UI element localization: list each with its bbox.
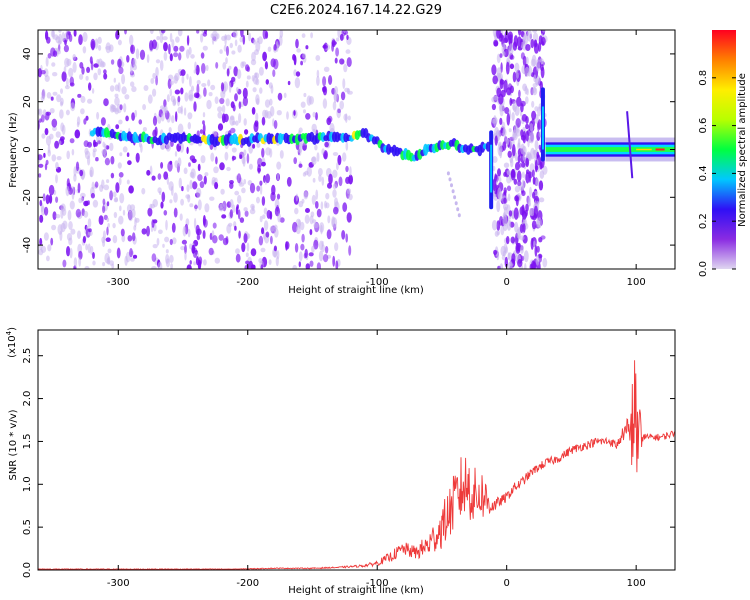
spectrogram-x-axis-label: Height of straight line (km) — [288, 285, 424, 296]
colorbar-label: Normalized spectral amplitude — [737, 73, 748, 227]
snr-y-tick-label: 0.5 — [22, 519, 33, 535]
snr-panel: -300 -200 -100 0 100 0.0 0.5 1.0 1.5 2.0 2.5 Heig… — [5, 327, 676, 596]
colorbar-tick-label: 0.8 — [698, 70, 709, 86]
snr-y-multiplier: (x104) — [5, 327, 18, 358]
spectrogram-spikes — [489, 87, 545, 210]
colorbar-gradient — [712, 30, 736, 269]
spectrogram-y-tick-label: -20 — [22, 189, 33, 205]
colorbar-tick-label: 0.2 — [698, 213, 709, 229]
snr-plot-area — [38, 360, 675, 570]
spectrogram-x-tick-label: 100 — [627, 277, 646, 288]
snr-y-tick-label: 2.0 — [22, 391, 33, 407]
spectrogram-tone — [545, 111, 675, 179]
spectrogram-ridge — [89, 126, 491, 218]
spectrogram-x-tick-label: -100 — [366, 277, 389, 288]
snr-y-axis-label: SNR (10 * v/v) — [8, 409, 19, 480]
spectrogram-x-tick-label: 0 — [503, 277, 509, 288]
snr-y-multiplier-exp: 4 — [5, 330, 13, 335]
snr-series-line — [38, 360, 675, 570]
snr-x-tick-label: 0 — [503, 578, 509, 589]
snr-x-tick-label: -100 — [366, 578, 389, 589]
colorbar-tick-label: 0.0 — [698, 261, 709, 277]
snr-y-multiplier-base: (x10 — [7, 335, 18, 358]
snr-y-tick-label: 1.0 — [22, 476, 33, 492]
spectrogram-y-tick-label: 40 — [22, 48, 33, 61]
snr-y-ticks: 0.0 0.5 1.0 1.5 2.0 2.5 — [22, 348, 675, 578]
colorbar-ticks: 0.0 0.2 0.4 0.6 0.8 — [698, 70, 736, 277]
snr-x-ticks: -300 -200 -100 0 100 — [107, 330, 646, 589]
colorbar-tick-label: 0.4 — [698, 165, 709, 181]
figure-title: C2E6.2024.167.14.22.G29 — [270, 3, 442, 18]
spectrogram-y-tick-label: 0 — [22, 146, 33, 152]
snr-x-tick-label: -300 — [107, 578, 130, 589]
snr-frame — [37, 329, 676, 571]
snr-y-tick-label: 0.0 — [22, 562, 33, 578]
spectrogram-x-tick-label: -300 — [107, 277, 130, 288]
snr-x-tick-label: -200 — [236, 578, 259, 589]
snr-y-tick-label: 2.5 — [22, 348, 33, 364]
spectrogram-x-ticks: -300 -200 -100 0 100 — [107, 30, 646, 288]
spectrogram-plot-area — [38, 30, 675, 269]
spectrogram-y-axis-label: Frequency (Hz) — [8, 112, 19, 188]
svg-text:(x104): (x104) — [5, 327, 18, 358]
snr-x-tick-label: 100 — [627, 578, 646, 589]
spectrogram-x-tick-label: -200 — [236, 277, 259, 288]
snr-y-multiplier-close: ) — [7, 327, 18, 331]
spectrogram-y-tick-label: 20 — [22, 95, 33, 108]
spectrogram-y-tick-label: -40 — [22, 237, 33, 253]
snr-y-tick-label: 1.5 — [22, 433, 33, 449]
snr-x-axis-label: Height of straight line (km) — [288, 585, 424, 596]
spectrogram-noise-speckles — [38, 30, 548, 269]
colorbar: 0.0 0.2 0.4 0.6 0.8 Normalized spectral ampl… — [698, 30, 748, 277]
spectrogram-y-ticks: -40 -20 0 20 40 — [22, 48, 675, 253]
colorbar-tick-label: 0.6 — [698, 118, 709, 134]
